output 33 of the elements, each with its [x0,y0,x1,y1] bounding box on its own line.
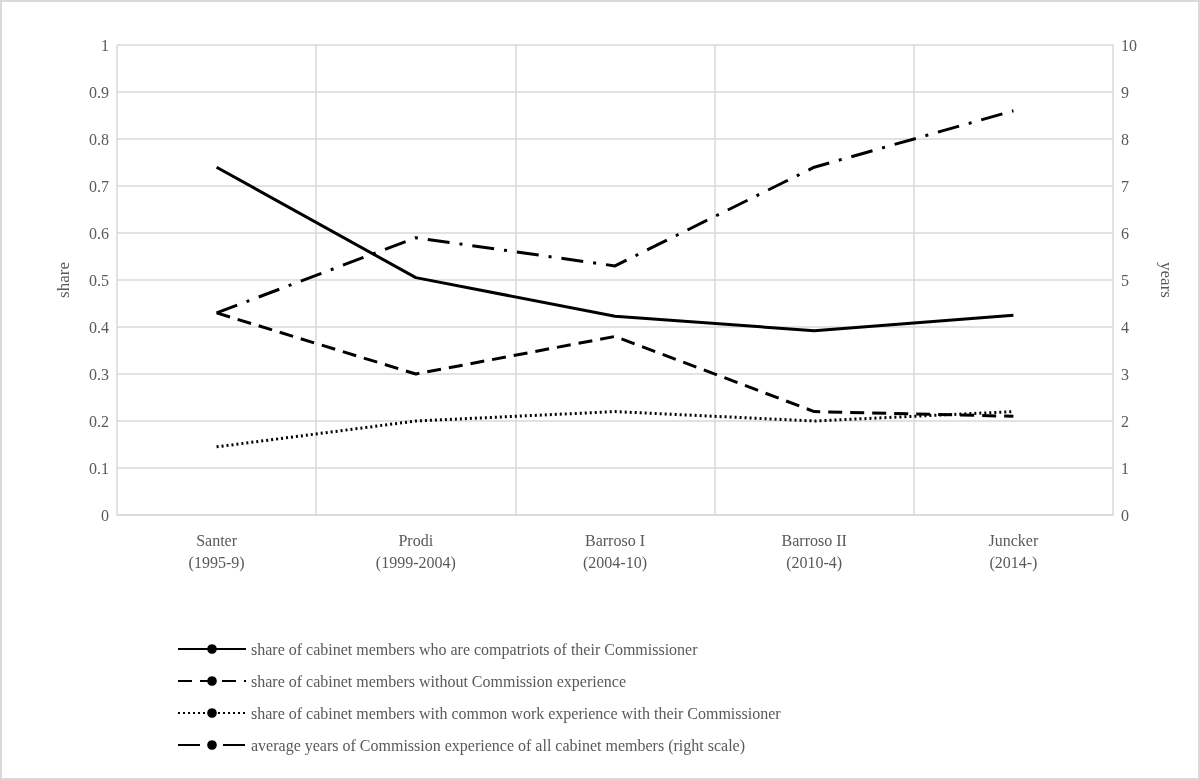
y2-tick-label: 7 [1121,177,1129,195]
x-tick-label: Barroso I (2004-10) [583,531,647,572]
legend-label: share of cabinet members with common work experience with their Commissioner [251,704,782,723]
y2-tick-label: 3 [1121,365,1129,383]
y2-tick-label: 2 [1121,412,1129,430]
y2-tick-label: 5 [1121,271,1129,289]
y-tick-label: 0.5 [89,271,109,289]
y2-tick-label: 10 [1121,36,1137,54]
x-tick-label: Barroso II (2010-4) [781,531,847,572]
x-tick-label: Santer (1995-9) [188,531,245,572]
y2-tick-label: 0 [1121,506,1129,524]
y-tick-label: 0.7 [89,177,109,195]
y-tick-label: 1 [101,36,109,54]
y-tick-label: 0.1 [89,459,109,477]
y2-tick-label: 9 [1121,83,1129,101]
y2-tick-label: 4 [1121,318,1129,336]
y2-tick-label: 8 [1121,130,1129,148]
y-tick-label: 0.9 [89,83,109,101]
x-tick-label: Juncker (2014-) [988,531,1039,572]
y-tick-label: 0.2 [89,412,109,430]
y2-tick-label: 6 [1121,224,1129,242]
y-tick-label: 0 [101,506,109,524]
y-tick-label: 0.6 [89,224,109,242]
y2-tick-label: 1 [1121,459,1129,477]
y-tick-label: 0.8 [89,130,109,148]
y-tick-label: 0.3 [89,365,109,383]
legend-label: average years of Commission experience of all cabinet members (right scale) [251,736,746,755]
legend-label: share of cabinet members without Commission experience [251,672,627,691]
y-tick-label: 0.4 [89,318,109,336]
y-axis-title: share [54,262,73,298]
y2-axis-title: years [1157,262,1176,298]
legend-label: share of cabinet members who are compatriots of their Commissioner [251,640,699,659]
x-tick-label: Prodi (1999-2004) [375,531,456,572]
